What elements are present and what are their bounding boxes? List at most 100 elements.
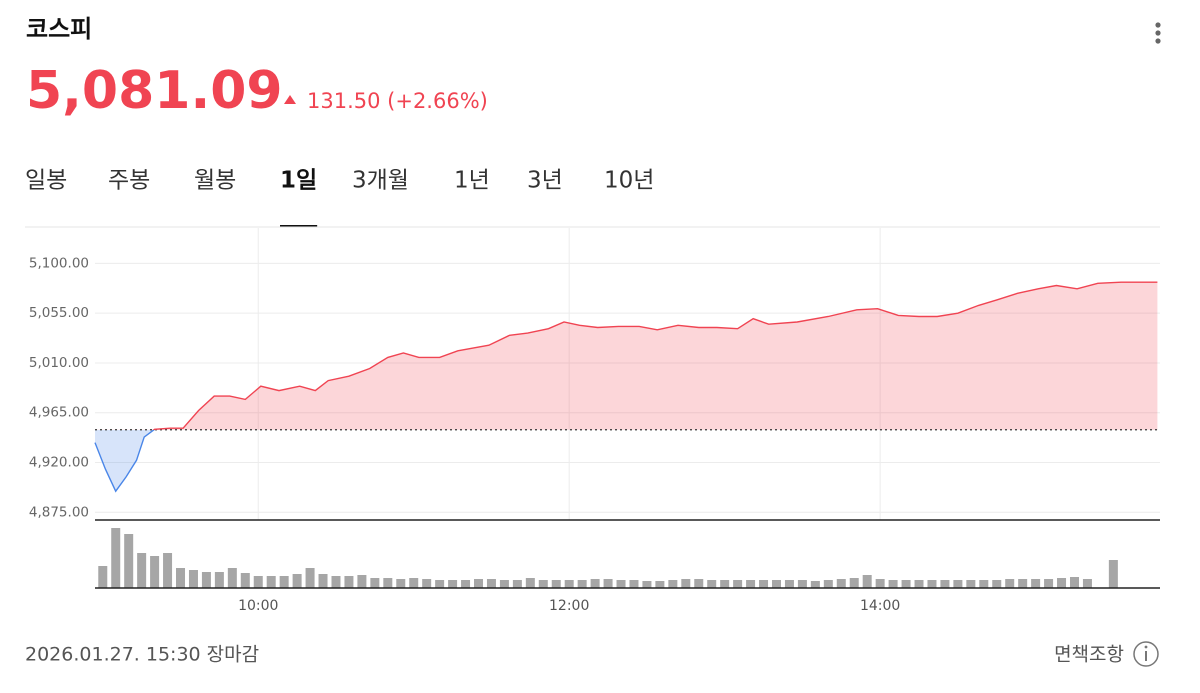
dot [1155,30,1161,36]
volume-bar [357,575,367,588]
volume-bar [771,580,781,588]
y-tick-label: 5,100.00 [29,255,89,271]
volume-bar [849,578,859,588]
volume-bar [176,568,186,588]
volume-bar [305,568,315,588]
volume-bar [214,572,224,588]
volume-bar [499,580,509,588]
volume-bar [435,580,445,588]
volume-bar [940,580,950,588]
dot [1155,38,1161,44]
volume-bar [551,580,561,588]
volume-bar [512,580,522,588]
change: 131.50 (+2.66%) [307,89,488,113]
volume-bar [279,576,289,588]
period-tab[interactable]: 월봉 [194,168,236,194]
volume-bar [150,556,160,588]
volume-bar [992,580,1002,588]
period-tab[interactable]: 1년 [454,168,490,194]
volume-bar [188,570,198,588]
price-line [94,281,1158,493]
y-tick-label: 4,875.00 [29,504,89,520]
period-tab[interactable]: 1일 [280,168,317,194]
volume-bar [201,572,211,588]
volume-bar [1082,579,1092,588]
volume-bar [422,579,432,588]
volume-bar [1108,560,1118,588]
volume-bar [1005,579,1015,588]
period-tab[interactable]: 주봉 [108,168,150,194]
volume-bar [111,528,121,588]
volume-bar [253,576,263,588]
timestamp: 2026.01.27. 15:30 장마감 [25,644,259,666]
volume-bar [370,578,380,588]
volume-bar [564,580,574,588]
disclaimer-link[interactable]: 면책조항 [1054,641,1159,667]
volume-bar [888,580,898,588]
volume-bar [759,580,769,588]
volume-bar [746,580,756,588]
dot [1155,22,1161,28]
volume-bar [616,580,626,588]
volume-bar [914,580,924,588]
volume-bar [577,580,587,588]
volume-bar [409,578,419,588]
volume-bar [590,579,600,588]
volume-bar [240,573,250,588]
volume-bar [901,580,911,588]
volume-bar [318,574,328,588]
volume-bar [810,581,820,588]
period-tab[interactable]: 10년 [604,168,654,194]
volume-bar [292,574,302,588]
volume-bar [486,579,496,588]
volume-bar [836,579,846,588]
volume-bar [227,568,237,588]
volume-bar [953,580,963,588]
period-tab[interactable]: 3개월 [352,168,409,194]
volume-bar [927,580,937,588]
period-tab[interactable]: 3년 [527,168,563,194]
volume-bar [797,580,807,588]
volume-bar [1031,579,1041,588]
volume-bar [1057,578,1067,588]
x-tick-label: 14:00 [860,598,900,614]
volume-bar [694,579,704,588]
volume-bar [266,576,276,588]
volume-bar [1044,579,1054,588]
volume-bar [383,578,393,588]
more-menu[interactable] [1155,22,1161,44]
volume-bar [137,553,147,588]
disclaimer: 면책조항 [1054,644,1124,666]
volume-bar [655,581,665,588]
volume-bar [875,579,885,588]
volume-bar [966,580,976,588]
volume-bar [642,581,652,588]
volume-bar [668,580,678,588]
volume-bar [525,578,535,588]
price: 5,081.09 [26,61,283,121]
volume-bar [448,580,458,588]
info-icon [1133,641,1159,667]
volume-bar [538,580,548,588]
y-tick-label: 5,055.00 [29,305,89,321]
volume-bar [124,534,134,588]
price-area [95,282,1158,492]
volume-bar [1069,577,1079,588]
x-tick-label: 12:00 [549,598,589,614]
volume-bar [784,580,794,588]
index-title: 코스피 [26,15,92,43]
volume-bar [331,576,341,588]
volume-bar [474,579,484,588]
volume-bar [823,580,833,588]
up-arrow [284,95,296,104]
volume-bar [720,580,730,588]
volume-bar [681,579,691,588]
period-tabs: 일봉 주봉 월봉 1일 3개월 1년 3년 10년 [25,168,654,227]
volume-bar [979,580,989,588]
volume-bar [461,580,471,588]
volume-bar [163,553,173,588]
y-tick-label: 5,010.00 [29,355,89,371]
period-tab[interactable]: 일봉 [25,168,67,194]
y-tick-label: 4,965.00 [29,405,89,421]
